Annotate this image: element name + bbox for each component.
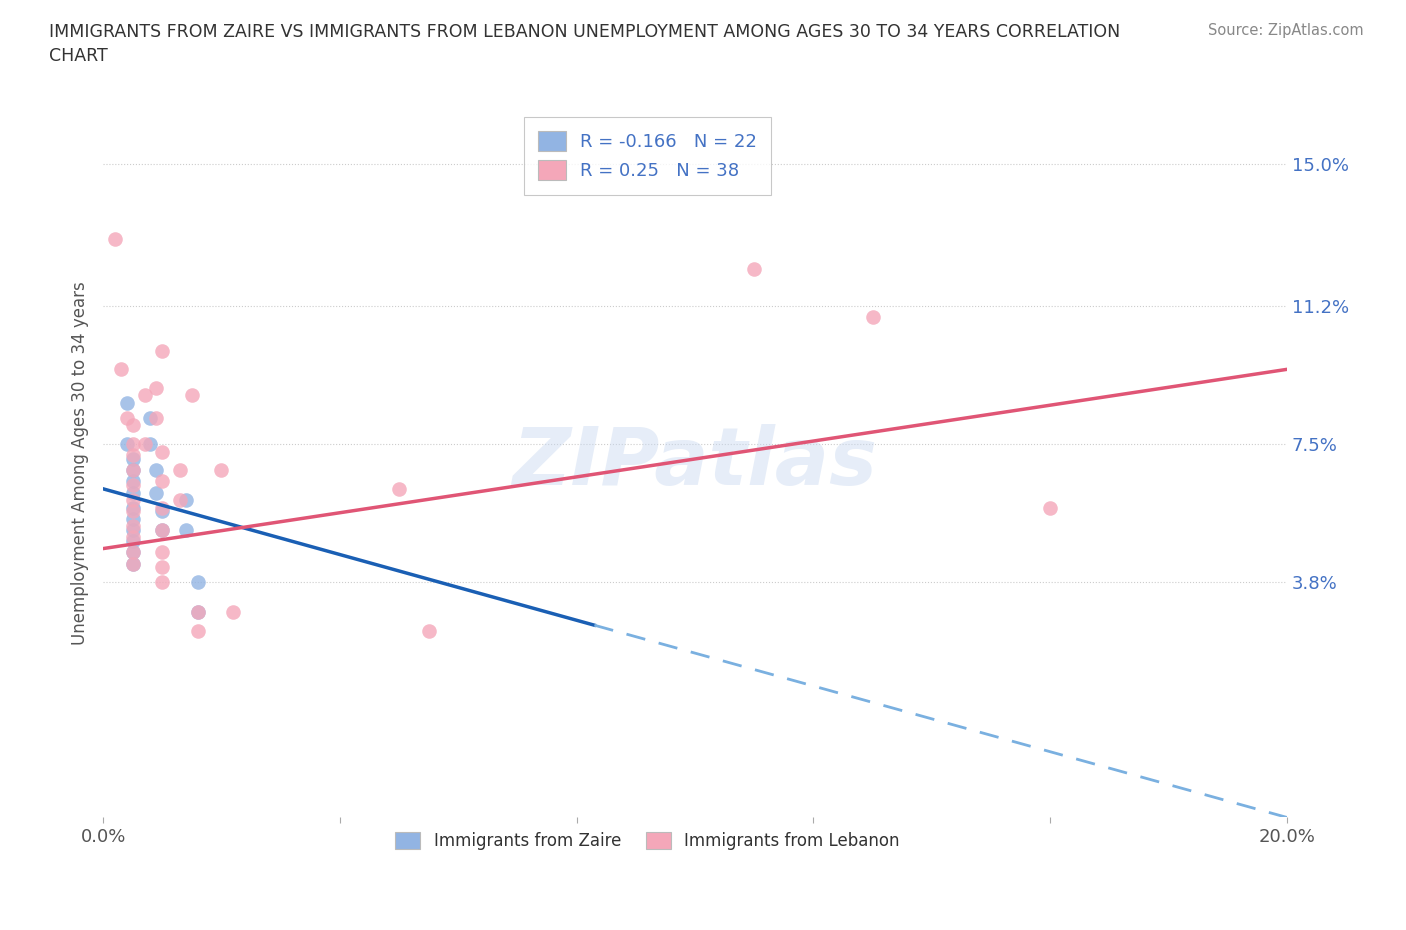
Point [180,388,202,403]
Point [222,604,245,619]
Point [121,556,143,571]
Point [145,485,167,500]
Point [150,545,173,560]
Point [418,623,440,638]
Point [121,534,143,549]
Point [121,418,143,432]
Point [121,556,143,571]
Point [145,380,167,395]
Point [150,444,173,458]
Text: ZIPatlas: ZIPatlas [512,424,877,501]
Point [121,463,143,478]
Point [139,436,162,451]
Point [150,575,173,590]
Legend: Immigrants from Zaire, Immigrants from Lebanon: Immigrants from Zaire, Immigrants from L… [387,824,908,858]
Point [121,452,143,467]
Point [150,343,173,358]
Point [1039,500,1062,515]
Point [187,575,209,590]
Point [121,493,143,508]
Point [121,448,143,463]
Point [174,493,197,508]
Text: IMMIGRANTS FROM ZAIRE VS IMMIGRANTS FROM LEBANON UNEMPLOYMENT AMONG AGES 30 TO 3: IMMIGRANTS FROM ZAIRE VS IMMIGRANTS FROM… [49,23,1121,65]
Point [150,504,173,519]
Point [150,500,173,515]
Point [211,463,233,478]
Point [121,545,143,560]
Point [134,388,156,403]
Point [121,512,143,526]
Point [115,436,138,451]
Point [150,523,173,538]
Point [121,500,143,515]
Point [187,623,209,638]
Point [121,478,143,493]
Point [862,310,884,325]
Point [187,604,209,619]
Point [150,474,173,489]
Point [121,485,143,500]
Point [121,504,143,519]
Point [139,410,162,425]
Point [121,519,143,534]
Point [169,493,191,508]
Point [115,395,138,410]
Point [121,530,143,545]
Point [388,482,411,497]
Point [121,523,143,538]
Point [742,261,765,276]
Point [121,474,143,489]
Point [145,463,167,478]
Point [145,410,167,425]
Point [150,523,173,538]
Point [150,560,173,575]
Point [121,436,143,451]
Point [174,523,197,538]
Point [134,436,156,451]
Y-axis label: Unemployment Among Ages 30 to 34 years: Unemployment Among Ages 30 to 34 years [72,281,89,644]
Point [104,232,127,246]
Point [169,463,191,478]
Point [121,463,143,478]
Point [187,604,209,619]
Text: Source: ZipAtlas.com: Source: ZipAtlas.com [1208,23,1364,38]
Point [110,362,132,377]
Point [115,410,138,425]
Point [121,545,143,560]
